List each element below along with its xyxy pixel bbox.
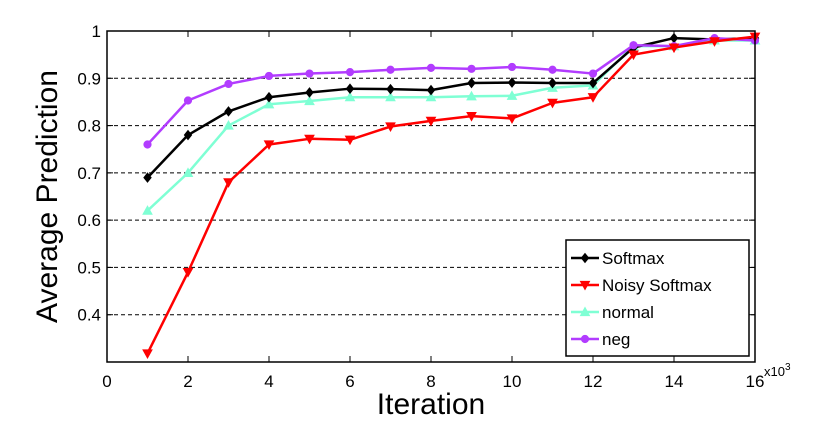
- y-tick-label: 1: [92, 22, 101, 41]
- data-point: [304, 134, 315, 145]
- data-point: [183, 96, 193, 105]
- data-point: [143, 172, 152, 183]
- tick-layer: 0.40.50.60.70.80.910 2 4 6 8 10 12 14 16: [77, 22, 764, 391]
- x-tick-label: 6: [345, 372, 354, 391]
- legend-entry: Softmax: [571, 249, 665, 268]
- data-point: [345, 68, 355, 77]
- data-point: [182, 268, 194, 278]
- data-point: [587, 93, 599, 103]
- data-point: [264, 71, 274, 81]
- x-axis-multiplier-exponent: 3: [785, 362, 791, 373]
- data-point: [668, 43, 680, 54]
- data-point: [507, 77, 517, 88]
- data-point: [142, 205, 153, 215]
- legend-box: [565, 239, 750, 357]
- legend-label: normal: [602, 303, 654, 322]
- data-point: [264, 91, 274, 103]
- series-noisy-softmax: [142, 32, 761, 360]
- data-point: [628, 50, 639, 61]
- data-point: [345, 83, 355, 94]
- x-tick-label: 4: [264, 372, 273, 391]
- data-point: [223, 120, 234, 130]
- data-point: [506, 114, 518, 125]
- data-point: [709, 37, 720, 47]
- data-point: [183, 129, 193, 141]
- data-point: [425, 116, 437, 127]
- data-point: [386, 83, 395, 95]
- x-tick-label: 10: [503, 372, 522, 391]
- y-tick-label: 0.7: [77, 164, 101, 183]
- series-line: [146, 36, 756, 179]
- x-tick-label: 12: [584, 372, 603, 391]
- data-point: [385, 91, 396, 102]
- series-layer: [142, 32, 761, 360]
- data-point: [588, 77, 598, 89]
- y-axis-title: Average Prediction: [31, 70, 64, 323]
- legend-marker: [579, 306, 591, 317]
- data-point: [224, 79, 233, 89]
- data-point: [507, 62, 517, 72]
- data-point: [426, 84, 436, 96]
- data-point: [344, 91, 356, 102]
- x-tick-label: 16: [746, 372, 765, 391]
- data-point: [506, 90, 518, 100]
- x-axis-multiplier-base: x10: [764, 364, 785, 379]
- data-point: [426, 63, 436, 72]
- data-point: [385, 122, 396, 133]
- data-point: [467, 77, 476, 89]
- y-tick-label: 0.9: [77, 69, 101, 88]
- x-tick-label: 8: [426, 372, 435, 391]
- legend-label: Noisy Softmax: [602, 276, 712, 295]
- series-line: [146, 35, 756, 355]
- y-tick-label: 0.8: [77, 117, 101, 136]
- x-axis-multiplier: x103: [764, 362, 791, 379]
- series-softmax: [143, 32, 760, 183]
- data-point: [304, 95, 315, 106]
- data-point: [305, 69, 314, 78]
- data-point: [305, 87, 314, 98]
- data-point: [466, 90, 477, 101]
- data-point: [629, 41, 638, 50]
- data-point: [224, 106, 233, 117]
- legend-entry: Noisy Softmax: [571, 276, 712, 295]
- legend-marker: [580, 334, 590, 344]
- y-tick-label: 0.5: [77, 258, 101, 277]
- data-point: [425, 91, 437, 102]
- data-point: [547, 98, 558, 109]
- data-point: [142, 349, 153, 360]
- legend-label: Softmax: [602, 249, 665, 268]
- legend-label: neg: [602, 330, 630, 349]
- legend-entry: normal: [571, 303, 654, 322]
- y-tick-label: 0.4: [77, 306, 101, 325]
- data-point: [466, 112, 477, 122]
- data-point: [263, 98, 275, 109]
- data-point: [143, 140, 152, 149]
- data-point: [548, 77, 557, 89]
- x-tick-label: 2: [183, 372, 192, 391]
- legend-marker: [580, 252, 590, 264]
- legend-entry: neg: [571, 330, 630, 349]
- legend-marker: [579, 280, 591, 291]
- x-tick-label: 0: [102, 372, 111, 391]
- data-point: [182, 167, 194, 177]
- data-point: [344, 135, 356, 146]
- data-point: [588, 69, 598, 78]
- y-tick-label: 0.6: [77, 211, 101, 230]
- data-point: [223, 178, 234, 188]
- series-line: [146, 36, 756, 146]
- x-axis-title: Iteration: [377, 388, 485, 421]
- data-point: [548, 65, 557, 74]
- data-point: [263, 140, 275, 151]
- x-tick-label: 14: [665, 372, 684, 391]
- series-neg: [143, 33, 760, 149]
- data-point: [386, 65, 395, 74]
- legend: Softmax Noisy Softmax normal neg: [565, 239, 750, 357]
- data-point: [467, 64, 476, 73]
